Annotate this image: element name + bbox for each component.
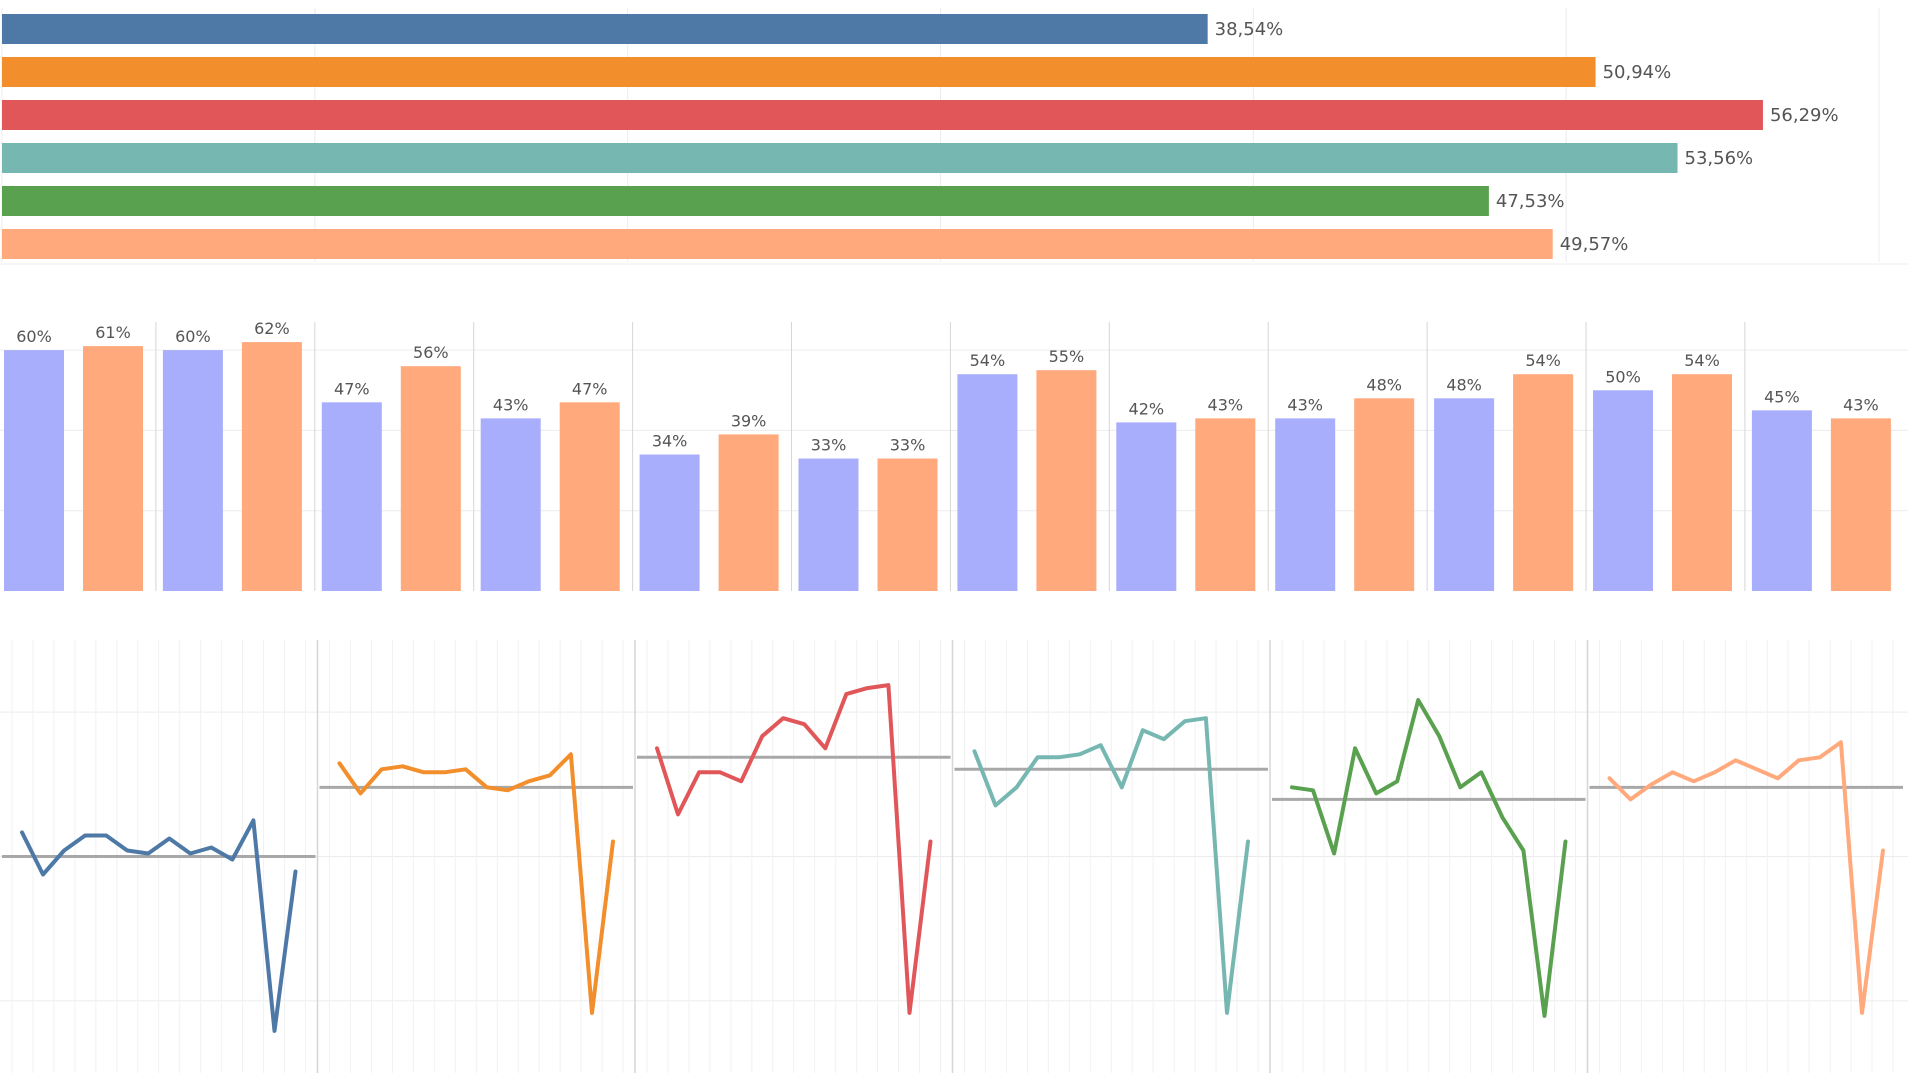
bar (480, 418, 541, 591)
bar-data-label: 48% (1366, 375, 1402, 394)
series-line (1290, 698, 1568, 1018)
bar-data-label: 54% (970, 351, 1006, 370)
bar-data-label: 38,54% (1215, 19, 1284, 40)
bar (1513, 374, 1574, 591)
bar (2, 100, 1763, 130)
bar (559, 402, 620, 591)
series-line (20, 818, 298, 1033)
bar (1672, 374, 1732, 591)
bar (1354, 398, 1415, 591)
bar-data-label: 39% (731, 411, 767, 430)
bar-data-label: 56% (413, 343, 449, 362)
bar-data-label: 50% (1605, 367, 1641, 386)
bar-data-label: 43% (1208, 395, 1244, 414)
bar (2, 229, 1553, 259)
bar (957, 374, 1018, 591)
bar-data-label: 43% (493, 395, 529, 414)
bar-data-label: 56,29% (1770, 105, 1839, 126)
bar (2, 186, 1489, 216)
bar-data-label: 55% (1049, 347, 1085, 366)
bar (400, 366, 461, 591)
bar (1593, 390, 1653, 591)
bar-data-label: 62% (254, 319, 290, 338)
grouped-bar-chart: 60% 61% 60% 62% 47% 56% 43% 47% 34% 39% 33% 33% 54% 5… (0, 319, 1908, 591)
bar (1751, 410, 1812, 591)
bar-data-label: 50,94% (1603, 62, 1672, 83)
bar-data-label: 60% (175, 327, 211, 346)
bar (2, 57, 1596, 87)
bar (1116, 422, 1177, 591)
bar-data-label: 48% (1446, 375, 1482, 394)
small-multiples-line-chart (0, 640, 1908, 1073)
bar (83, 346, 143, 591)
bar-data-label: 53,56% (1685, 148, 1754, 169)
bar-data-label: 45% (1764, 387, 1800, 406)
bar (718, 434, 779, 591)
bar (1036, 370, 1097, 591)
bar-data-label: 43% (1287, 395, 1323, 414)
bar-data-label: 54% (1525, 351, 1561, 370)
bar (2, 14, 1208, 44)
bar-data-label: 33% (811, 436, 847, 455)
bar-data-label: 61% (95, 323, 131, 342)
bar-data-label: 34% (652, 432, 688, 451)
bar (639, 454, 700, 591)
bar-data-label: 47% (572, 379, 608, 398)
bar (877, 458, 938, 591)
bar (2, 143, 1678, 173)
bar (241, 342, 302, 591)
bar (162, 350, 223, 591)
bar (4, 350, 64, 591)
series-line (337, 752, 615, 1015)
bar-data-label: 33% (890, 436, 926, 455)
bar (1830, 418, 1891, 591)
series-line (1607, 740, 1885, 1015)
bar-data-label: 47% (334, 379, 370, 398)
bar (1275, 418, 1336, 591)
bar-data-label: 49,57% (1560, 234, 1629, 255)
series-line (972, 716, 1250, 1015)
bar (798, 458, 859, 591)
bar-data-label: 42% (1129, 399, 1165, 418)
bar (1195, 418, 1256, 591)
bar-data-label: 60% (16, 327, 52, 346)
bar-data-label: 47,53% (1496, 191, 1565, 212)
bar (1434, 398, 1495, 591)
horizontal-bar-chart: 38,54% 50,94% 56,29% 53,56% 47,53% 49,57% (0, 8, 1908, 265)
bar-data-label: 43% (1843, 395, 1879, 414)
bar-data-label: 54% (1684, 351, 1720, 370)
series-line (655, 683, 933, 1015)
bar (321, 402, 382, 591)
